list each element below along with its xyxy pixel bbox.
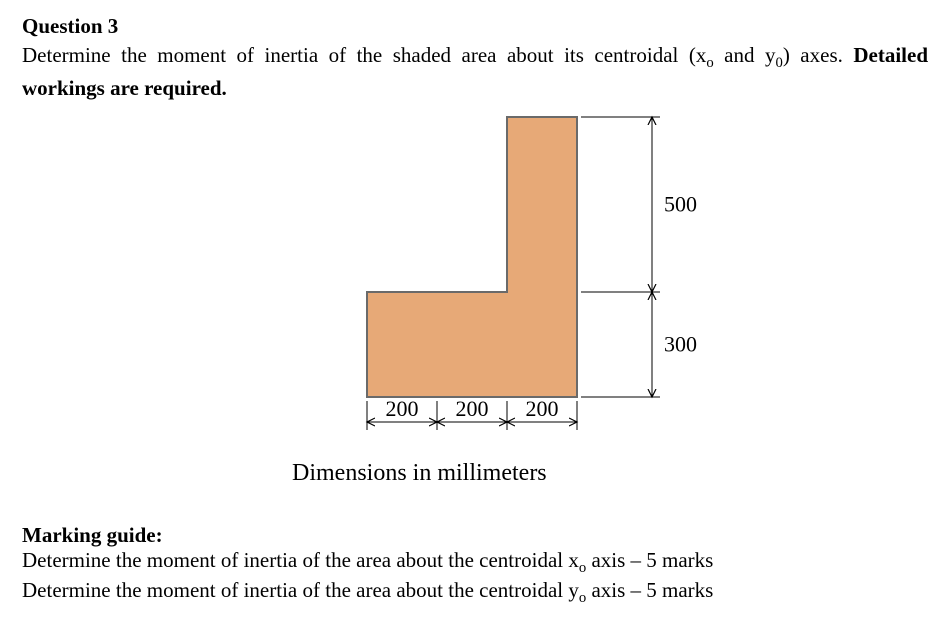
dim-h-2: 200: [526, 396, 559, 421]
dim-h-0: 200: [386, 396, 419, 421]
dim-v-0: 500: [664, 192, 697, 217]
question-prompt: Determine the moment of inertia of the s…: [22, 41, 928, 102]
marking-line-2a: Determine the moment of inertia of the a…: [22, 578, 579, 602]
marking-line-1a: Determine the moment of inertia of the a…: [22, 548, 579, 572]
l-shape: [367, 117, 577, 397]
marking-line-2b: axis – 5 marks: [586, 578, 713, 602]
prompt-sub-1: o: [706, 55, 713, 71]
marking-line-1b: axis – 5 marks: [586, 548, 713, 572]
prompt-text-3: ) axes.: [783, 43, 843, 67]
dim-v-1: 300: [664, 332, 697, 357]
marking-guide: Marking guide: Determine the moment of i…: [22, 523, 928, 606]
figure-svg: 200 200 200 500 300: [302, 107, 722, 447]
prompt-sub-2: 0: [775, 55, 782, 71]
figure-units-label: Dimensions in millimeters: [292, 460, 547, 487]
marking-line-2: Determine the moment of inertia of the a…: [22, 578, 928, 607]
dim-h-1: 200: [456, 396, 489, 421]
marking-title: Marking guide:: [22, 523, 928, 548]
prompt-text-1: Determine the moment of inertia of the s…: [22, 43, 706, 67]
question-title: Question 3: [22, 14, 928, 39]
figure-container: 200 200 200 500 300 Dimensions in millimeter…: [22, 102, 928, 502]
marking-line-1: Determine the moment of inertia of the a…: [22, 548, 928, 577]
prompt-text-2: and y: [714, 43, 776, 67]
